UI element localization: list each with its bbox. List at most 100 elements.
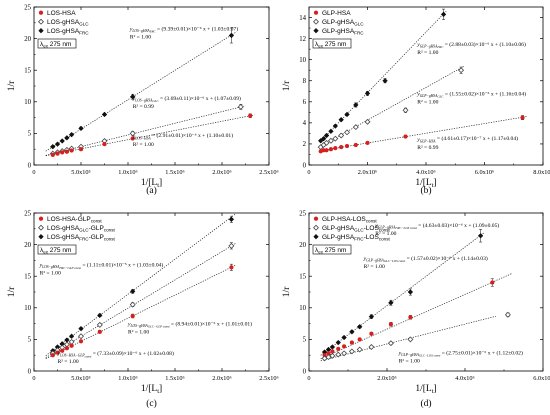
y-axis-title: 1/r [282,80,292,91]
data-point [336,346,341,352]
excitation-value: 275 nm [50,247,72,254]
equation-y-sub2: GLC [437,95,444,99]
data-point [96,321,103,328]
y-tick-label: 10 [24,305,31,312]
excitation-wavelength: λex 275 nm [315,247,346,254]
equation-y: y [57,351,61,357]
r-squared: R² = 0.99 [133,104,154,110]
equation-rest: = (9.39±0.01)×10⁻⁶ x + (1.03±0.07) [156,25,239,32]
legend-marker [38,216,44,221]
data-point [101,111,108,118]
y-tick-label: 25 [299,210,306,217]
y-tick-label: 4 [303,120,307,127]
y-tick-label: 0 [28,368,32,375]
equation-y-sub2: const [85,354,92,358]
data-point [341,344,347,349]
excitation-wavelength: λex 275 nm [40,41,71,48]
data-point [407,336,414,343]
data-point [341,334,347,341]
legend-marker [313,10,319,15]
data-point [68,131,75,138]
data-point [78,339,84,344]
excitation-prefix: λ [40,41,44,48]
data-point [328,147,334,152]
x-tick-label: 2.0x10⁶ [212,375,232,382]
legend-sub2: const [366,219,378,224]
equation-y-sub: LOS−HSA [134,136,151,140]
equation-y-sub2: GLC−LOS const [384,259,406,263]
legend-sub: GLC [79,228,89,233]
regression-equation: yLOS−gHSAGLC−GLP const = (8.94±0.01)×10⁻… [127,320,252,328]
y-tick-label: 20 [24,242,31,249]
x-axis-title-close: ] [434,178,437,188]
equation-y: y [132,96,136,102]
x-axis-title: 1/[Lt] [141,384,162,395]
y-tick-label: 6 [303,99,307,106]
x-tick-label: 6.0x10⁶ [475,169,495,176]
x-axis-title-main: 1/[L [141,384,158,394]
equation-y-sub2: FRC [436,45,444,49]
excitation-prefix: λ [315,247,319,254]
excitation-sub: ex [43,249,48,254]
data-point [364,90,371,97]
excitation-value: 275 nm [325,41,347,48]
data-point [329,352,336,359]
y-axis-title: 1/r [7,80,17,91]
equation-y: y [132,134,136,140]
legend-entry: GLP-gHSAGLC-LOSconst [322,225,390,233]
data-point [440,11,447,18]
data-series-1 [322,278,495,358]
excitation-box [37,244,77,255]
legend-name: GLP-HSA-LOS [322,216,366,223]
r-squared: R² = 1.00 [364,264,385,270]
y-tick-label: 10 [299,57,306,64]
legend-sub: GLC [79,22,89,27]
fit-line-series-2 [320,273,513,360]
x-tick-label: 2.5x10⁶ [259,169,279,176]
equation-rest: = (2.91±0.01)×10⁻⁶ x + (1.10±0.01) [151,132,234,139]
panel-label: (d) [420,398,431,409]
legend-marker [313,216,319,221]
legend-sub: FRC [354,237,364,242]
fit-line-series-1 [45,243,236,358]
data-point [349,329,355,335]
data-point [69,343,74,348]
legend-sub2: const [104,237,116,242]
data-point [323,139,330,146]
data-point [338,132,345,139]
equation-y-sub: GLP−gHSA [366,258,384,262]
x-tick-label: 0 [307,375,310,382]
legend-sub2: const [379,237,391,242]
data-point [248,113,253,118]
data-point [353,102,359,108]
data-point [50,143,56,150]
x-axis-title-sub: t [432,388,434,395]
data-point [388,299,394,306]
x-tick-label: 1.5x10⁶ [165,169,185,176]
data-point [55,151,60,156]
data-point [458,67,465,74]
excitation-value: 275 nm [50,41,72,48]
x-axis-title-main: 1/[L [415,384,432,394]
data-point [348,348,355,355]
data-point [323,132,330,139]
legend-entry: LOS-gHSAFRC [47,28,89,36]
data-point [403,134,408,139]
data-point [477,232,484,239]
x-axis-title-sub: t [432,182,434,189]
data-series-0 [50,27,235,150]
x-tick-label: 5.0x10⁵ [71,375,91,382]
y-tick-label: 2 [303,141,307,148]
data-point [64,135,70,141]
r-squared: R² = 1.00 [417,99,438,105]
data-series-2 [50,263,234,358]
data-point [335,339,342,346]
excitation-box [312,244,352,255]
data-point [129,130,136,137]
chart-panel-c: 0 5.0x10⁵ 1.0x10⁶ 1.5x10⁶ 2.0x10⁶ 2.5x10⁶ 0 5 10… [7,210,279,409]
data-point [237,103,244,110]
y-tick-label: 15 [24,68,31,75]
fit-line-series-0 [45,213,236,356]
panel-label: (a) [146,185,157,196]
